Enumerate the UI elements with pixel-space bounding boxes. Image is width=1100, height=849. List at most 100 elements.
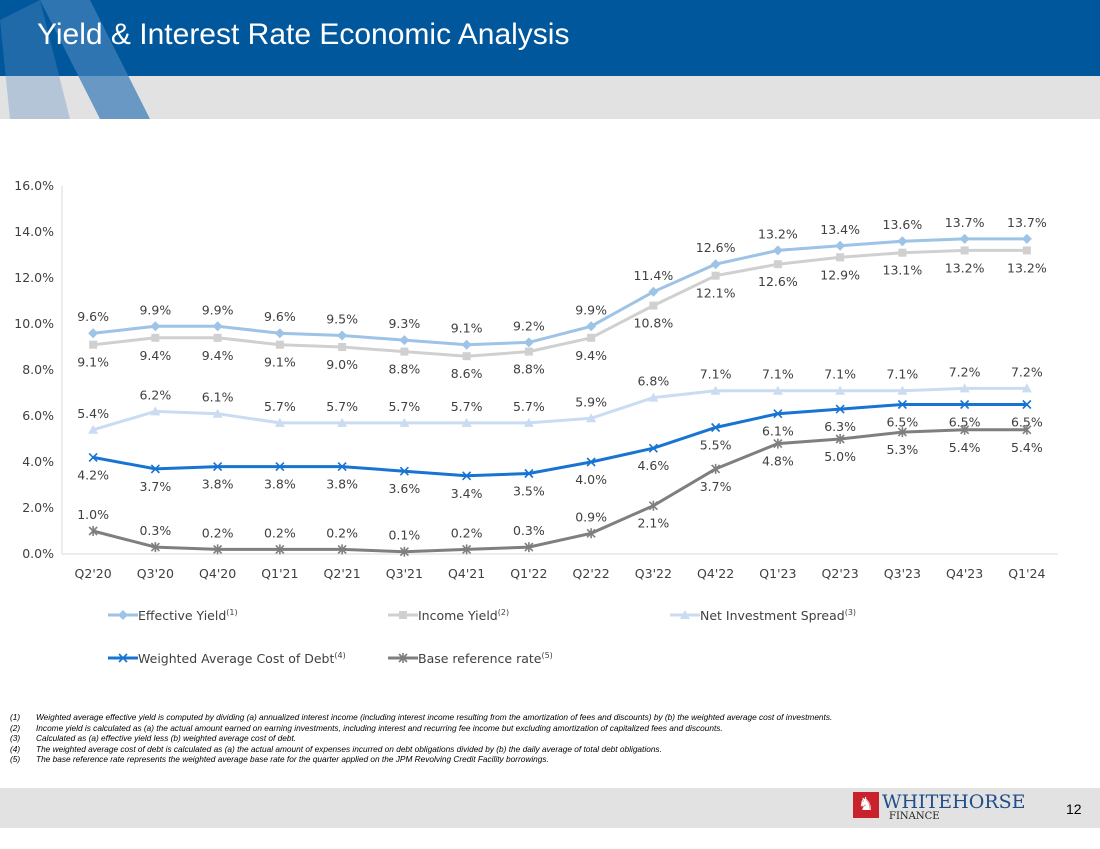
weighted-average-cost-of-debt-point: [88, 452, 98, 462]
base-reference-rate-point: [462, 544, 472, 555]
net-investment-spread-point: [399, 417, 410, 427]
base-reference-rate-point: [275, 544, 285, 555]
effective-yield-point: [897, 236, 908, 247]
base-reference-rate-data-label: 2.1%: [637, 516, 669, 531]
x-tick-label: Q3'20: [137, 566, 174, 581]
weighted-average-cost-of-debt-data-label: 3.4%: [451, 486, 483, 501]
base-reference-rate-data-label: 5.4%: [1011, 440, 1043, 455]
income-yield-point: [649, 301, 658, 310]
base-reference-rate-point: [1022, 424, 1032, 435]
x-tick-label: Q3'22: [635, 566, 672, 581]
base-reference-rate-data-label: 0.2%: [264, 525, 296, 540]
income-yield-point: [338, 343, 347, 351]
x-tick-label: Q4'21: [448, 566, 485, 581]
effective-yield-data-label: 11.4%: [634, 268, 674, 283]
weighted-average-cost-of-debt-data-label: 3.8%: [202, 477, 234, 492]
weighted-average-cost-of-debt-data-label: 6.5%: [949, 415, 981, 430]
income-yield-point: [524, 347, 533, 356]
income-yield-point: [89, 340, 98, 349]
net-investment-spread-data-label: 7.2%: [949, 364, 981, 379]
x-tick-label: Q2'20: [75, 566, 112, 581]
x-tick-label: Q1'24: [1008, 566, 1045, 581]
income-yield-data-label: 13.1%: [883, 263, 923, 278]
x-tick-label: Q4'22: [697, 566, 734, 581]
base-reference-rate-point: [586, 528, 596, 539]
weighted-average-cost-of-debt-point: [275, 462, 285, 472]
base-reference-rate-point: [711, 463, 721, 474]
net-investment-spread-data-label: 5.7%: [264, 399, 296, 414]
effective-yield-point: [274, 328, 285, 339]
weighted-average-cost-of-debt-point: [213, 462, 223, 472]
base-reference-rate-data-label: 0.1%: [388, 528, 420, 543]
legend-marker: [118, 653, 128, 663]
footnote: (3) Calculated as (a) effective yield les…: [10, 733, 890, 744]
net-investment-spread-point: [337, 417, 348, 427]
weighted-average-cost-of-debt-data-label: 4.2%: [77, 467, 109, 482]
income-yield-point: [836, 253, 845, 262]
footnote-number: (5): [10, 754, 21, 764]
legend-income-yield: Income Yield(2): [418, 608, 509, 623]
effective-yield-point: [959, 233, 970, 244]
income-yield-point: [587, 333, 596, 342]
base-reference-rate-data-label: 5.0%: [824, 449, 856, 464]
net-investment-spread-point: [461, 417, 472, 427]
effective-yield-data-label: 12.6%: [696, 240, 736, 255]
footer-bar: [0, 788, 1100, 828]
income-yield-point: [1022, 246, 1031, 255]
x-tick-label: Q2'21: [324, 566, 361, 581]
footnote-text: The base reference rate represents the w…: [36, 754, 549, 764]
income-yield-point: [711, 271, 720, 280]
weighted-average-cost-of-debt-data-label: 3.6%: [388, 481, 420, 496]
y-tick-label: 4.0%: [22, 454, 54, 469]
effective-yield-point: [772, 245, 783, 256]
weighted-average-cost-of-debt-data-label: 3.8%: [264, 477, 296, 492]
whitehorse-logo: ♞ WHITEHORSE FINANCE: [853, 792, 1025, 822]
header-decoration: [0, 0, 150, 119]
income-yield-data-label: 12.6%: [758, 274, 798, 289]
net-investment-spread-point: [835, 385, 846, 395]
weighted-average-cost-of-debt-point: [960, 399, 970, 410]
base-reference-rate-data-label: 0.9%: [575, 509, 607, 524]
footnote-number: (4): [10, 743, 21, 754]
net-investment-spread-point: [897, 385, 908, 395]
legend-base-reference-rate: Base reference rate(5): [418, 651, 553, 666]
horse-icon: ♞: [853, 792, 879, 818]
income-yield-data-label: 12.1%: [696, 286, 736, 301]
x-tick-label: Q4'20: [199, 566, 236, 581]
effective-yield-point: [1021, 233, 1032, 244]
y-tick-label: 10.0%: [14, 316, 54, 331]
base-reference-rate-data-label: 0.3%: [139, 523, 171, 538]
effective-yield-point: [648, 286, 659, 297]
net-investment-spread-point: [959, 383, 970, 393]
income-yield-data-label: 9.4%: [139, 348, 171, 363]
base-reference-rate-data-label: 4.8%: [762, 454, 794, 469]
footnote-text: Income yield is calculated as (a) the ac…: [36, 722, 723, 733]
legend-marker: [680, 610, 690, 619]
y-tick-label: 6.0%: [22, 408, 54, 423]
weighted-average-cost-of-debt-line: [92, 403, 1027, 478]
legend-effective-yield: Effective Yield(1): [138, 608, 238, 623]
x-tick-label: Q2'23: [822, 566, 859, 581]
base-reference-rate-point: [524, 542, 534, 553]
weighted-average-cost-of-debt-data-label: 3.8%: [326, 477, 358, 492]
effective-yield-point: [835, 240, 846, 251]
weighted-average-cost-of-debt-data-label: 4.0%: [575, 472, 607, 487]
net-investment-spread-line: [92, 386, 1027, 432]
base-reference-rate-point: [835, 434, 845, 444]
legend-net-investment-spread: Net Investment Spread(3): [700, 608, 856, 623]
income-yield-data-label: 10.8%: [634, 316, 674, 331]
footnote: (5) The base reference rate represents th…: [10, 754, 890, 765]
weighted-average-cost-of-debt-data-label: 6.3%: [824, 419, 856, 434]
income-yield-data-label: 9.1%: [264, 355, 296, 370]
weighted-average-cost-of-debt-point: [462, 471, 472, 481]
weighted-average-cost-of-debt-point: [337, 462, 347, 472]
effective-yield-point: [461, 339, 472, 350]
income-yield-line: [92, 248, 1027, 358]
net-investment-spread-data-label: 5.7%: [451, 399, 483, 414]
weighted-average-cost-of-debt-data-label: 6.5%: [1011, 415, 1043, 430]
base-reference-rate-point: [648, 500, 658, 511]
net-investment-spread-point: [710, 385, 721, 395]
legend-marker: [398, 653, 408, 663]
base-reference-rate-point: [88, 526, 98, 536]
x-tick-label: Q3'23: [884, 566, 921, 581]
